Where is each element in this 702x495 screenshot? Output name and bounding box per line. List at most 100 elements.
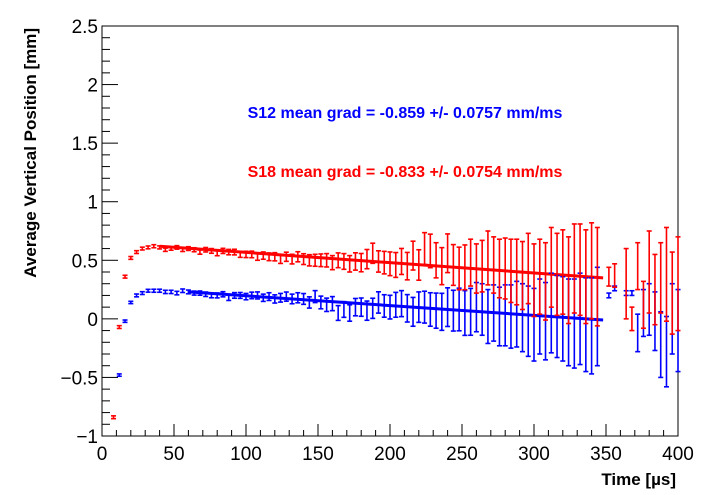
x-tick-label: 200 [374, 444, 406, 465]
data-point [318, 295, 324, 310]
data-point [422, 290, 428, 324]
fit-lines [159, 244, 604, 322]
data-point [623, 247, 629, 320]
data-point [439, 246, 445, 286]
data-point [370, 242, 376, 265]
data-point [145, 288, 151, 293]
data-point [174, 290, 180, 296]
data-point [629, 289, 635, 297]
data-point [658, 241, 664, 314]
data-point [341, 300, 347, 319]
data-point [272, 251, 278, 262]
data-point [116, 373, 122, 378]
data-point [571, 223, 577, 314]
data-point [214, 292, 220, 299]
data-point [301, 252, 307, 266]
data-point [335, 304, 341, 322]
data-point [387, 251, 393, 277]
data-point [260, 293, 266, 303]
annotation-s12: S12 mean grad = -0.859 +/- 0.0757 mm/ms [248, 105, 563, 122]
data-point [249, 291, 255, 300]
data-point [122, 274, 128, 279]
data-point [278, 253, 284, 265]
data-point [566, 236, 572, 325]
data-point [237, 250, 243, 259]
data-point [496, 238, 502, 299]
y-tick-label: −1 [76, 427, 98, 448]
data-point [329, 295, 335, 312]
data-point [255, 291, 261, 300]
data-point [324, 252, 330, 268]
data-point [675, 236, 681, 332]
x-tick-label: 400 [662, 444, 694, 465]
data-point [456, 246, 462, 291]
data-point [508, 238, 514, 304]
data-point [243, 292, 249, 301]
data-point [439, 292, 445, 332]
data-point [295, 291, 301, 304]
data-point [272, 294, 278, 304]
x-tick-label: 100 [230, 444, 262, 465]
data-point [416, 291, 422, 324]
data-point [491, 236, 497, 294]
data-point [433, 292, 439, 330]
y-tick-label: −0.5 [60, 368, 98, 389]
data-point [220, 247, 226, 255]
data-point [433, 241, 439, 279]
data-point [450, 243, 456, 287]
data-point [266, 291, 272, 302]
data-point [502, 237, 508, 300]
x-tick-label: 250 [446, 444, 478, 465]
data-point [381, 293, 387, 319]
data-point [381, 250, 387, 275]
data-point [283, 291, 289, 302]
data-point [226, 248, 232, 256]
data-point [375, 290, 381, 314]
data-point [168, 246, 174, 252]
annotation-s18: S18 mean grad = -0.833 +/- 0.0754 mm/ms [248, 164, 563, 181]
y-tick-label: 2 [87, 76, 98, 97]
data-point [393, 291, 399, 319]
data-point [237, 291, 243, 300]
data-point [525, 232, 531, 305]
x-tick-label: 150 [302, 444, 334, 465]
data-point [191, 246, 197, 253]
data-point [301, 292, 307, 306]
data-point [658, 311, 664, 379]
data-point [422, 231, 428, 266]
data-point [295, 250, 301, 263]
data-point [151, 243, 157, 249]
data-point [410, 296, 416, 328]
x-tick-label: 50 [163, 444, 184, 465]
data-point [537, 238, 543, 315]
data-point [485, 288, 491, 345]
data-point [583, 229, 589, 325]
data-point [635, 241, 641, 291]
data-point [399, 247, 405, 276]
y-axis-title: Average Vertical Position [mm] [21, 28, 40, 278]
data-point [485, 230, 491, 286]
data-point [468, 287, 474, 337]
y-tick-label: 2.5 [72, 17, 98, 38]
data-point [203, 246, 209, 253]
data-point [278, 292, 284, 303]
data-point [243, 250, 249, 259]
data-point [358, 252, 364, 273]
data-point [450, 289, 456, 332]
y-tick-label: 1 [87, 193, 98, 214]
data-point [445, 233, 451, 274]
data-point [635, 313, 641, 353]
data-point [663, 226, 669, 323]
data-point [231, 248, 237, 256]
data-point [577, 223, 583, 317]
data-point [289, 293, 295, 305]
data-point [185, 245, 191, 252]
axes: 0 50 100 150 200 250 300 350 400 −1 −0.5 0 0.5 1 1.5 2 2… [60, 17, 693, 465]
data-point [364, 300, 370, 322]
data-point [375, 249, 381, 273]
data-point [393, 251, 399, 279]
data-points [111, 222, 681, 420]
data-point [479, 239, 485, 293]
data-point [134, 249, 140, 255]
data-point [416, 248, 422, 282]
